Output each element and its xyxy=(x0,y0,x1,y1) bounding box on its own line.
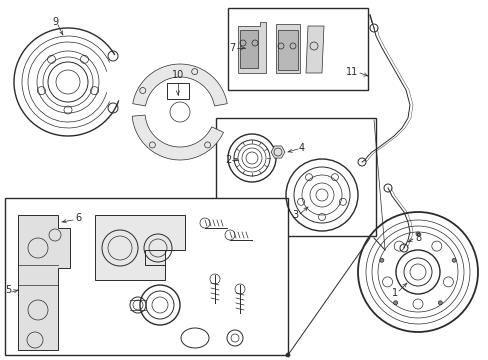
Bar xyxy=(216,118,375,236)
Bar xyxy=(167,83,189,99)
Polygon shape xyxy=(18,215,70,350)
Polygon shape xyxy=(278,30,297,70)
Polygon shape xyxy=(240,30,258,68)
Polygon shape xyxy=(95,215,184,280)
Text: 1: 1 xyxy=(391,288,397,298)
Text: 10: 10 xyxy=(171,70,184,80)
Text: 9: 9 xyxy=(52,17,58,27)
Circle shape xyxy=(285,353,289,357)
Text: 3: 3 xyxy=(291,210,298,220)
Polygon shape xyxy=(132,64,227,106)
Circle shape xyxy=(415,232,419,236)
Polygon shape xyxy=(238,22,265,73)
Text: 6: 6 xyxy=(75,213,81,223)
Circle shape xyxy=(379,258,383,262)
Text: 5: 5 xyxy=(5,285,11,295)
Polygon shape xyxy=(305,26,324,73)
Text: 4: 4 xyxy=(298,143,305,153)
Text: 11: 11 xyxy=(345,67,357,77)
Text: 7: 7 xyxy=(228,43,235,53)
Polygon shape xyxy=(132,115,223,160)
Circle shape xyxy=(393,301,397,305)
Circle shape xyxy=(437,301,442,305)
Polygon shape xyxy=(270,146,285,158)
Bar xyxy=(227,8,367,90)
Polygon shape xyxy=(275,24,299,73)
Bar xyxy=(5,198,287,355)
Circle shape xyxy=(451,258,455,262)
Text: 8: 8 xyxy=(414,233,420,243)
Text: 2: 2 xyxy=(224,155,231,165)
